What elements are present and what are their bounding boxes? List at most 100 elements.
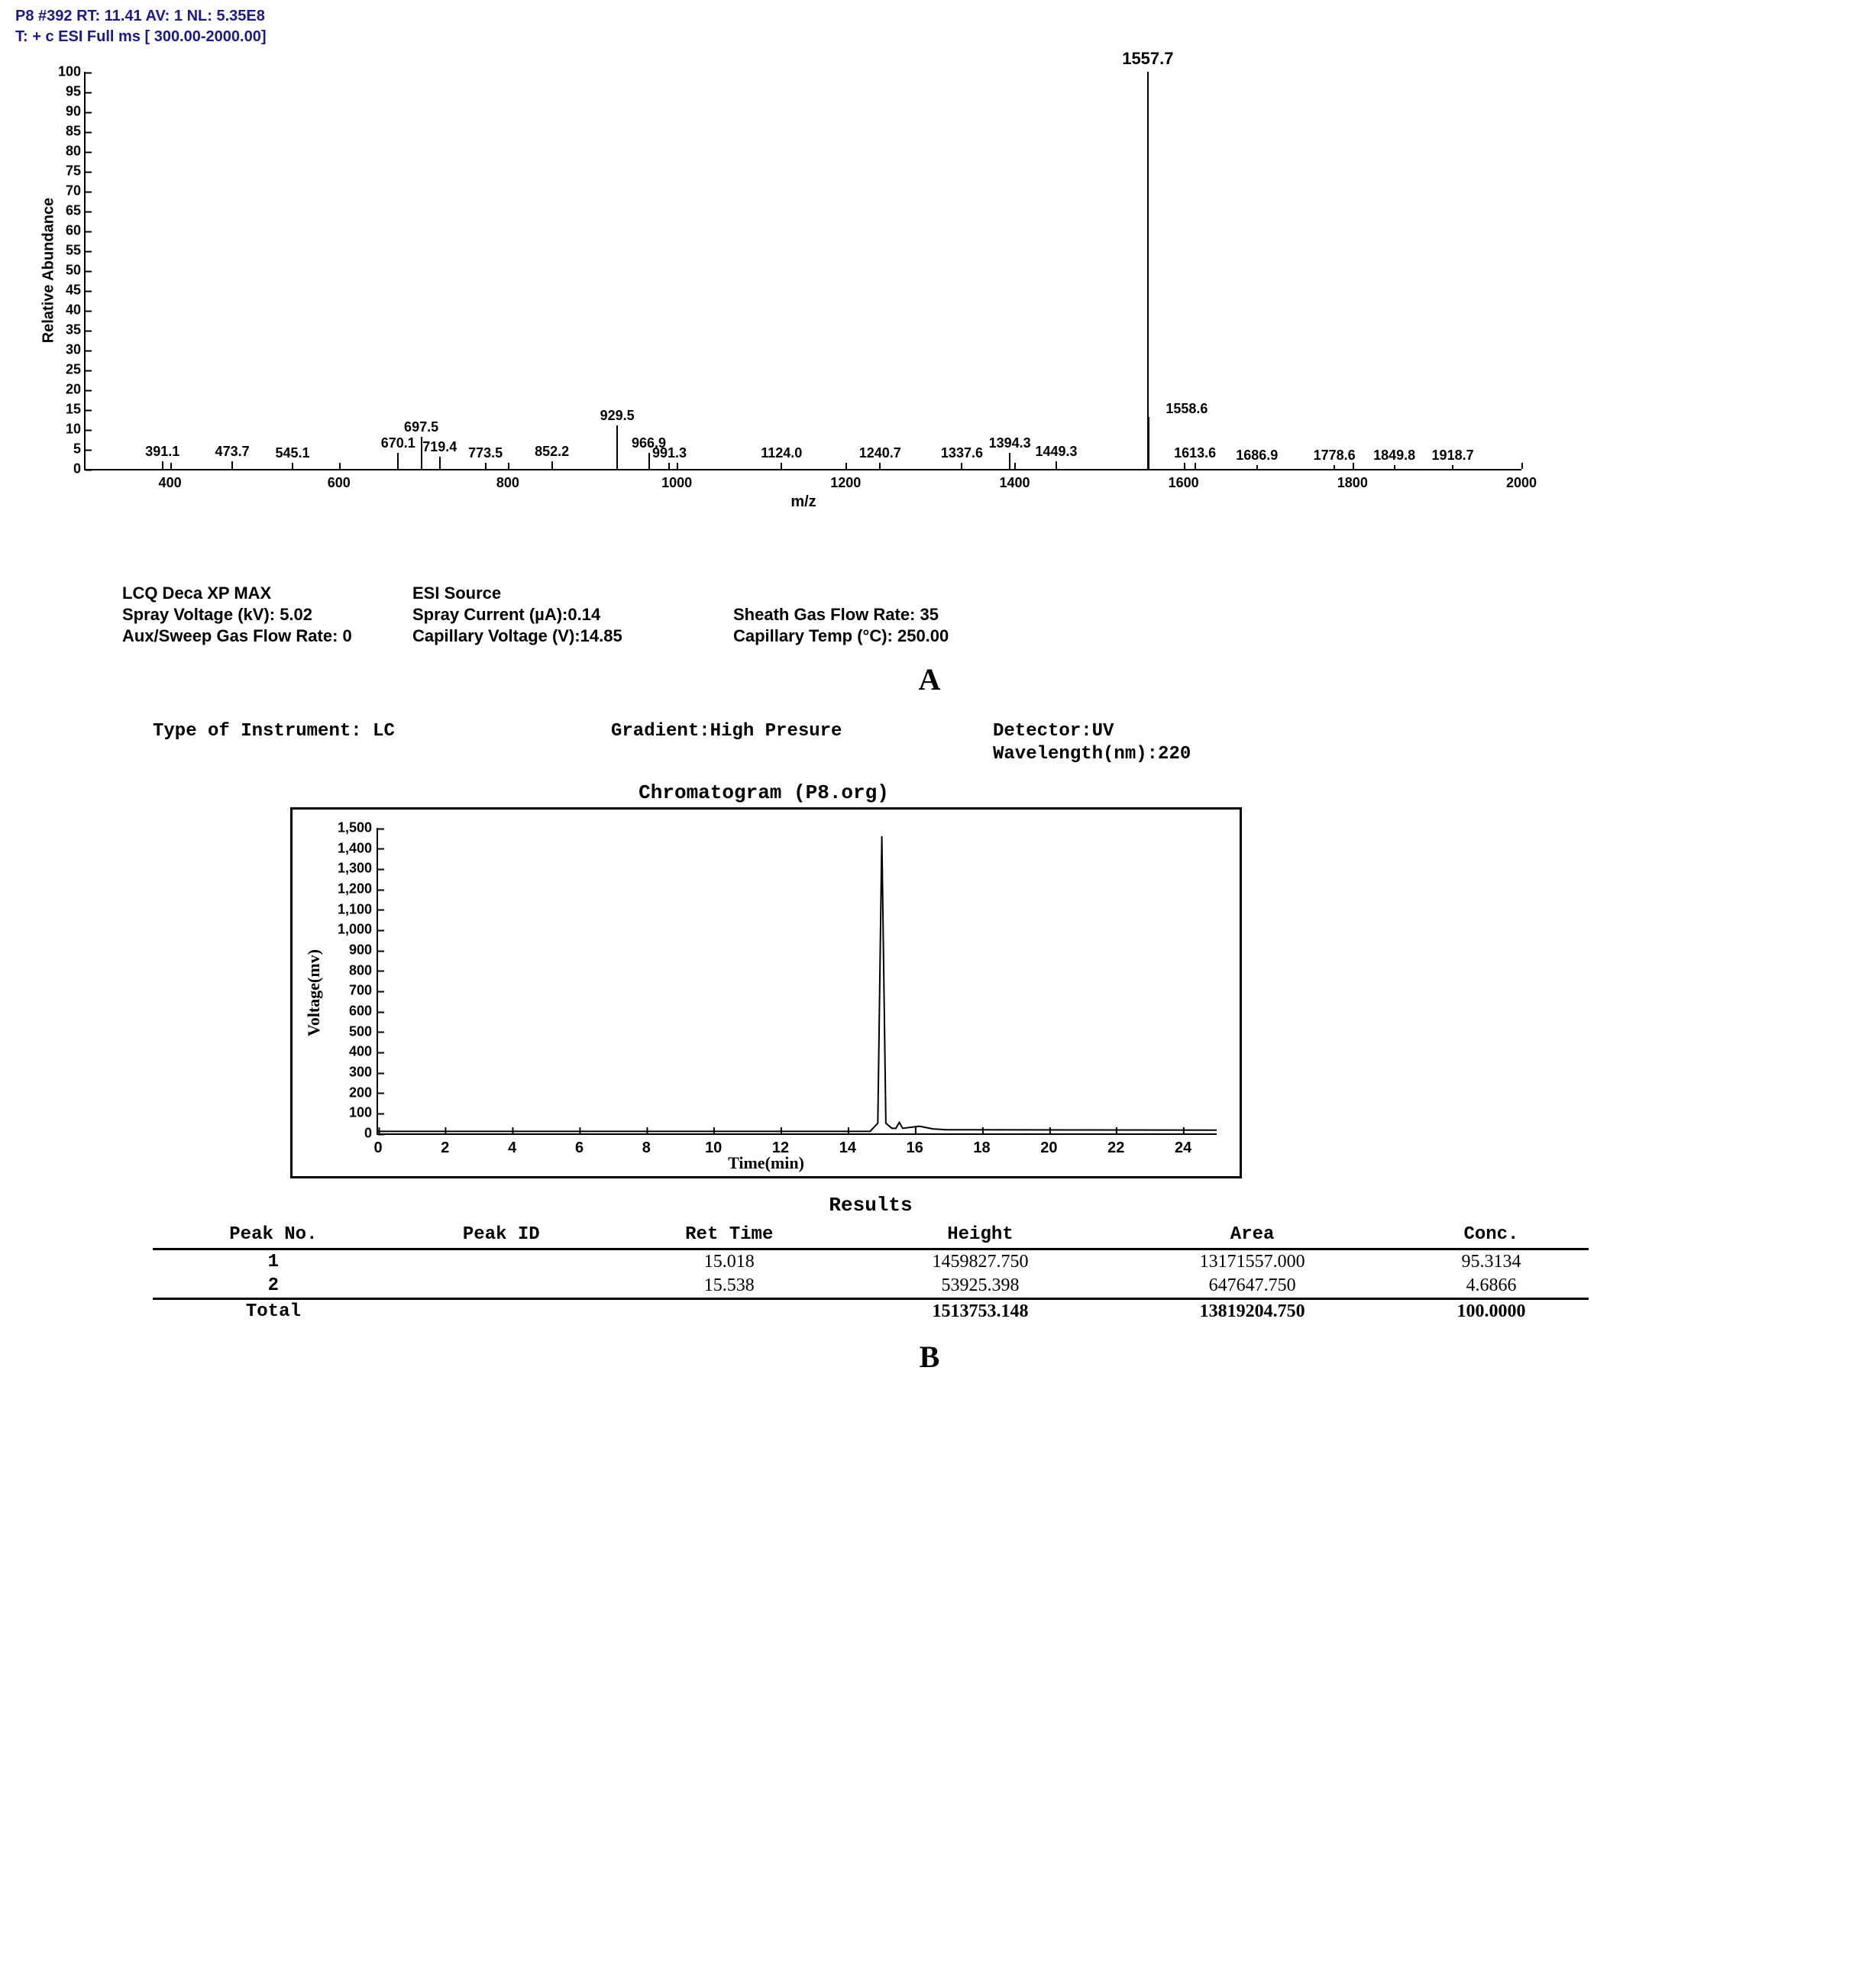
ms-peak-label: 1849.8 [1373,448,1415,464]
lc-ytick: 800 [349,962,378,978]
ms-peak-label: 773.5 [468,445,503,461]
ms-peak-bar [1394,465,1395,469]
results-title: Results [153,1194,1589,1217]
ms-ytick: 65 [39,203,86,219]
ms-peak-bar [1056,461,1057,469]
results-cell: 15.538 [609,1274,850,1299]
lc-ytick: 1,500 [338,820,378,836]
ms-peak-bar [162,461,163,469]
param-instrument: LCQ Deca XP MAX [122,583,412,603]
results-cell: 100.0000 [1394,1299,1589,1324]
ms-peak-bar [231,461,233,469]
ms-peak-bar [616,425,618,469]
ms-base-peak-label: 1557.7 [1122,49,1173,69]
lc-xtick: 8 [642,1133,651,1157]
ms-header-line1: P8 #392 RT: 11.41 AV: 1 NL: 5.35E8 [15,8,1844,25]
table-row: 115.0181459827.75013171557.00095.3134 [153,1249,1589,1275]
lc-header: Type of Instrument: LC Gradient:High Pre… [153,720,1844,766]
param-cap-t: Capillary Temp (°C): 250.00 [733,626,1100,646]
ms-peak-label: 697.5 [404,419,438,435]
lc-xtick: 18 [973,1133,990,1157]
results-cell: 647647.750 [1111,1274,1394,1299]
ms-ytick: 20 [39,382,86,398]
results-col-header: Peak ID [394,1221,609,1249]
results-col-header: Ret Time [609,1221,850,1249]
ms-peak-label: 1337.6 [941,445,983,461]
table-row: 215.53853925.398647647.7504.6866 [153,1274,1589,1299]
ms-ytick: 10 [39,422,86,438]
results-cell [394,1274,609,1299]
ms-peak-label: 929.5 [600,408,635,424]
ms-peak-bar [1195,463,1196,469]
ms-ytick: 40 [39,302,86,318]
results-cell: 2 [153,1274,394,1299]
lc-trace-path [378,836,1217,1131]
results-total-label: Total [153,1299,394,1324]
results-cell [394,1249,609,1275]
results-cell [394,1299,609,1324]
lc-ytick: 1,100 [338,901,378,917]
param-spray-i: Spray Current (µA):0.14 [412,605,733,625]
ms-ytick: 70 [39,183,86,199]
ms-peak-label: 1449.3 [1035,444,1077,460]
lc-ytick: 900 [349,942,378,958]
lc-ytick: 1,200 [338,881,378,897]
panel-letter-a: A [15,661,1844,697]
ms-peak-label: 719.4 [422,439,457,455]
lc-y-axis-label: Voltage(mv) [304,949,324,1036]
ms-ytick: 15 [39,402,86,418]
ms-peak-label: 1124.0 [761,445,802,461]
lc-xtick: 22 [1107,1133,1124,1157]
ms-ytick: 35 [39,322,86,338]
ms-peak-label: 1613.6 [1174,445,1216,461]
lc-ytick: 200 [349,1085,378,1101]
results-total-row: Total1513753.14813819204.750100.0000 [153,1299,1589,1324]
ms-peak-bar [1334,465,1335,469]
lc-xtick: 20 [1040,1133,1057,1157]
ms-instrument-params: LCQ Deca XP MAX ESI Source Spray Voltage… [122,583,1844,646]
ms-peak-label: 1394.3 [989,435,1031,451]
param-blank [733,583,1100,603]
ms-ytick: 50 [39,263,86,279]
ms-peak-label: 391.1 [145,444,179,460]
ms-ytick: 45 [39,283,86,299]
ms-peak-bar [781,463,782,469]
ms-xtick: 400 [159,469,182,491]
ms-peak-label: 1918.7 [1432,448,1474,464]
mass-spectrum: Relative Abundance m/z 05101520253035404… [53,49,1844,568]
lc-ytick: 1,300 [338,861,378,877]
results-cell: 53925.398 [850,1274,1111,1299]
results-cell: 15.018 [609,1249,850,1275]
lc-ytick: 500 [349,1023,378,1039]
ms-ytick: 55 [39,243,86,259]
ms-header-line2: T: + c ESI Full ms [ 300.00-2000.00] [15,28,1844,46]
ms-xtick: 1600 [1169,469,1199,491]
ms-peak-bar [551,461,553,469]
lc-x-axis-label: Time(min) [728,1153,804,1173]
lc-xtick: 0 [373,1133,382,1157]
lc-instrument: Type of Instrument: LC [153,720,611,766]
ms-x-axis-label: m/z [790,469,816,511]
results-cell: 1 [153,1249,394,1275]
ms-peak-label: 473.7 [215,444,250,460]
lc-xtick: 6 [575,1133,584,1157]
lc-xtick: 2 [441,1133,449,1157]
ms-peak-bar [1147,72,1149,469]
ms-peak-bar [648,453,650,469]
lc-xtick: 14 [839,1133,856,1157]
ms-xtick: 1000 [661,469,692,491]
ms-ytick: 5 [39,441,86,457]
chromatogram: Voltage(mv) 0100200300400500600700800900… [290,807,1242,1178]
param-aux: Aux/Sweep Gas Flow Rate: 0 [122,626,412,646]
ms-xtick: 1400 [999,469,1030,491]
lc-ytick: 1,400 [338,840,378,856]
results-cell: 13171557.000 [1111,1249,1394,1275]
lc-ytick: 100 [349,1105,378,1121]
panel-letter-b: B [15,1339,1844,1375]
results-col-header: Conc. [1394,1221,1589,1249]
ms-ytick: 100 [39,64,86,80]
ms-xtick: 2000 [1506,469,1537,491]
lc-ytick: 600 [349,1004,378,1020]
lc-xtick: 24 [1175,1133,1191,1157]
ms-ytick: 80 [39,144,86,160]
